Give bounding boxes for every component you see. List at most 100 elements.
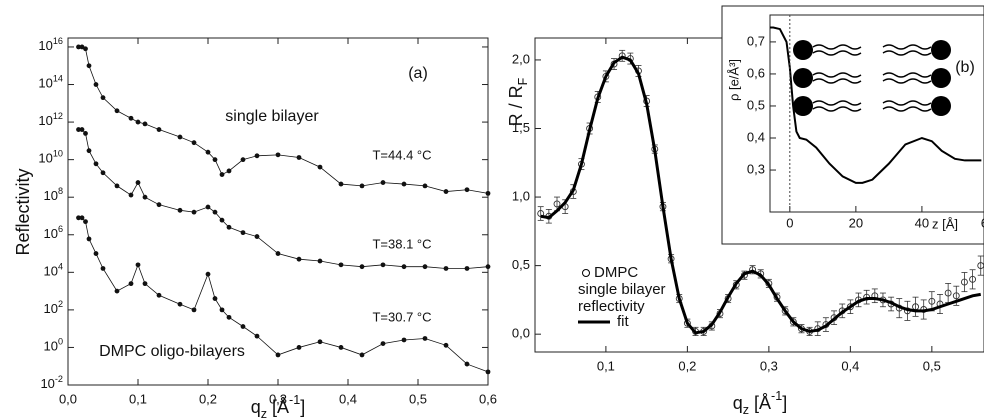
x-tick-label: 0,5 — [409, 391, 427, 406]
y-tick-label-part: 4 — [58, 262, 63, 272]
data-point — [846, 303, 854, 311]
plot-frame — [769, 14, 984, 213]
x-tick-label: 0,0 — [59, 391, 77, 406]
lipid-tail — [812, 50, 862, 56]
y-tick-label-part: -2 — [55, 374, 63, 384]
y-tick-label: 100 — [43, 337, 63, 354]
series-label: T=38.1 °C — [372, 236, 431, 251]
legend-label: DMPC single bilayer reflectivity — [578, 264, 666, 315]
data-point — [93, 161, 99, 167]
data-point — [338, 345, 344, 350]
data-point — [296, 345, 302, 350]
y-tick-label: 10-2 — [40, 374, 63, 391]
data-point — [553, 200, 561, 208]
y-tick-label-part: 10 — [43, 189, 57, 204]
legend-label-line: reflectivity — [578, 298, 645, 315]
data-point — [401, 181, 407, 187]
y-tick-label: 1016 — [38, 36, 63, 53]
data-point — [156, 292, 162, 298]
x-axis-title-part: [Å — [749, 393, 771, 413]
y-tick-label-part: 2 — [58, 299, 63, 309]
annotation: (b) — [955, 59, 975, 76]
data-point — [464, 361, 470, 367]
y-tick-label-part: 10 — [38, 76, 52, 91]
y-tick-label-part: 10 — [38, 38, 52, 53]
lipid-tail — [882, 50, 932, 56]
data-point — [135, 180, 141, 185]
data-point — [76, 215, 81, 221]
y-axis-title: ρ [e/Å³] — [726, 59, 741, 101]
data-point — [128, 192, 134, 198]
data-point — [219, 217, 225, 223]
x-tick-label: 40 — [915, 215, 929, 230]
x-axis-title-part: z — [261, 407, 267, 419]
y-tick-label: 104 — [43, 262, 63, 279]
data-point — [401, 337, 407, 343]
legend-label-line: single bilayer — [578, 281, 666, 298]
data-point — [86, 236, 92, 242]
data-point — [464, 266, 470, 271]
data-point — [86, 63, 92, 69]
data-point — [212, 157, 218, 163]
data-point — [212, 209, 218, 215]
data-point — [83, 219, 88, 225]
data-point — [296, 155, 302, 160]
data-point — [142, 194, 148, 200]
y-tick-label-part: 14 — [53, 74, 63, 84]
y-tick-label-part: 6 — [58, 224, 63, 234]
x-axis-title-part: -1 — [289, 393, 300, 407]
lipid-tail — [882, 72, 932, 78]
y-tick-label-part: 10 — [43, 226, 57, 241]
data-point — [296, 256, 302, 262]
data-point — [205, 149, 211, 155]
x-tick-label: 0,3 — [269, 391, 287, 406]
data-point — [443, 189, 449, 194]
data-point — [191, 307, 197, 313]
data-point — [380, 180, 386, 185]
y-tick-label: 0,5 — [747, 97, 765, 112]
y-tick-label: 0,0 — [512, 326, 530, 341]
y-tick-label: 0,6 — [747, 65, 765, 80]
lipid-head — [793, 40, 813, 60]
lipid-head — [931, 96, 951, 116]
data-point — [177, 134, 183, 140]
y-tick-label-part: 10 — [53, 149, 63, 159]
x-axis-title-part: q — [251, 397, 261, 417]
y-tick-label-part: 10 — [43, 301, 57, 316]
data-point — [254, 234, 260, 239]
data-point — [191, 209, 197, 215]
x-tick-label: 0,4 — [841, 358, 859, 373]
x-tick-label: 60 — [981, 215, 984, 230]
y-tick-label: 2,0 — [512, 51, 530, 66]
y-tick-label: 0,4 — [747, 129, 765, 144]
y-tick-label: 1,0 — [512, 188, 530, 203]
y-tick-label: 1,5 — [512, 120, 530, 135]
y-tick-label: 108 — [43, 187, 63, 204]
x-tick-label: 0,4 — [339, 391, 357, 406]
data-point — [359, 264, 365, 270]
data-point — [100, 170, 106, 176]
data-point — [969, 275, 977, 283]
y-tick-label-part: 12 — [53, 111, 63, 121]
data-point — [142, 121, 148, 127]
x-axis-title: qz [Å-1] — [251, 393, 306, 419]
data-point — [128, 281, 134, 287]
y-axis-title-part: F — [516, 77, 530, 85]
y-tick-label: 106 — [43, 224, 63, 241]
data-point — [226, 224, 232, 230]
data-point — [317, 258, 323, 264]
data-point — [485, 190, 491, 196]
y-tick-label-part: 10 — [43, 264, 57, 279]
lipid-tail — [882, 100, 932, 106]
y-tick-label-part: 8 — [58, 187, 63, 197]
y-axis-title: Reflectivity — [13, 168, 33, 255]
data-point — [952, 292, 960, 300]
data-point — [380, 262, 386, 268]
profile-line — [770, 26, 982, 184]
data-point — [142, 281, 148, 287]
data-point — [93, 251, 99, 256]
data-point — [422, 264, 428, 270]
lipid-tail — [812, 106, 862, 112]
x-tick-label: 20 — [849, 215, 863, 230]
